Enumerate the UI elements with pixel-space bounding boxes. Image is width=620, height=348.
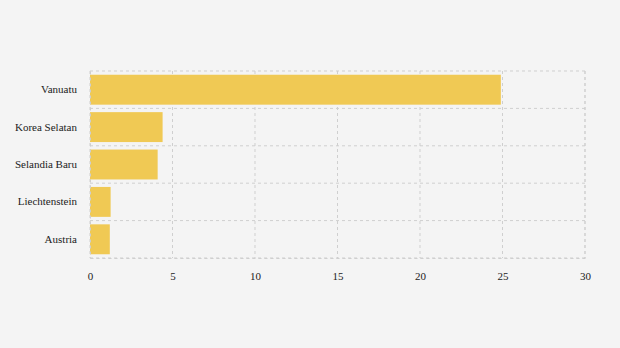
category-label: Austria (45, 233, 78, 245)
bar (90, 150, 158, 180)
grid-line (502, 71, 503, 258)
tick-label: 30 (580, 270, 592, 282)
grid-line (585, 71, 586, 258)
grid-line (90, 71, 585, 72)
category-label: Vanuatu (41, 83, 78, 95)
axis-line (91, 258, 586, 259)
axis-line (90, 72, 91, 259)
tick-label: 5 (170, 270, 176, 282)
y-axis: Vanuatu Korea Selatan Selandia Baru Liechte… (15, 72, 91, 259)
tick: Korea Selatan (15, 121, 90, 133)
frame (585, 71, 586, 258)
tick: Austria (45, 233, 90, 245)
category-label: Selandia Baru (15, 158, 78, 170)
grid-line (90, 108, 585, 109)
x-axis: 0 5 10 15 20 25 30 (88, 258, 592, 282)
tick-label: 15 (333, 270, 345, 282)
tick: 20 (415, 258, 427, 282)
category-label: Korea Selatan (15, 121, 77, 133)
tick: 30 (580, 258, 592, 282)
grid-line (90, 220, 585, 221)
grid-line (90, 145, 585, 146)
tick: 10 (250, 258, 262, 282)
category-label: Liechtenstein (18, 195, 78, 207)
tick-label: 25 (498, 270, 510, 282)
bar (90, 75, 501, 105)
grid-line (90, 258, 585, 259)
tick-label: 0 (88, 270, 94, 282)
tick: 5 (170, 258, 176, 282)
grid (90, 71, 585, 258)
tick: Vanuatu (41, 83, 90, 95)
tick: Selandia Baru (15, 158, 90, 170)
plot: 0 5 10 15 20 25 30 Vanuatu Korea Selatan Selandia… (15, 71, 592, 282)
bar (90, 224, 110, 254)
bar (90, 187, 111, 217)
tick: Liechtenstein (18, 195, 90, 207)
tick-label: 20 (415, 270, 427, 282)
tick: 0 (88, 258, 94, 282)
bar (90, 112, 163, 142)
tick: 15 (333, 258, 345, 282)
tick-label: 10 (250, 270, 262, 282)
bars (90, 75, 501, 255)
chart: 0 5 10 15 20 25 30 Vanuatu Korea Selatan Selandia… (0, 0, 620, 348)
grid-line (90, 183, 585, 184)
tick: 25 (498, 258, 510, 282)
